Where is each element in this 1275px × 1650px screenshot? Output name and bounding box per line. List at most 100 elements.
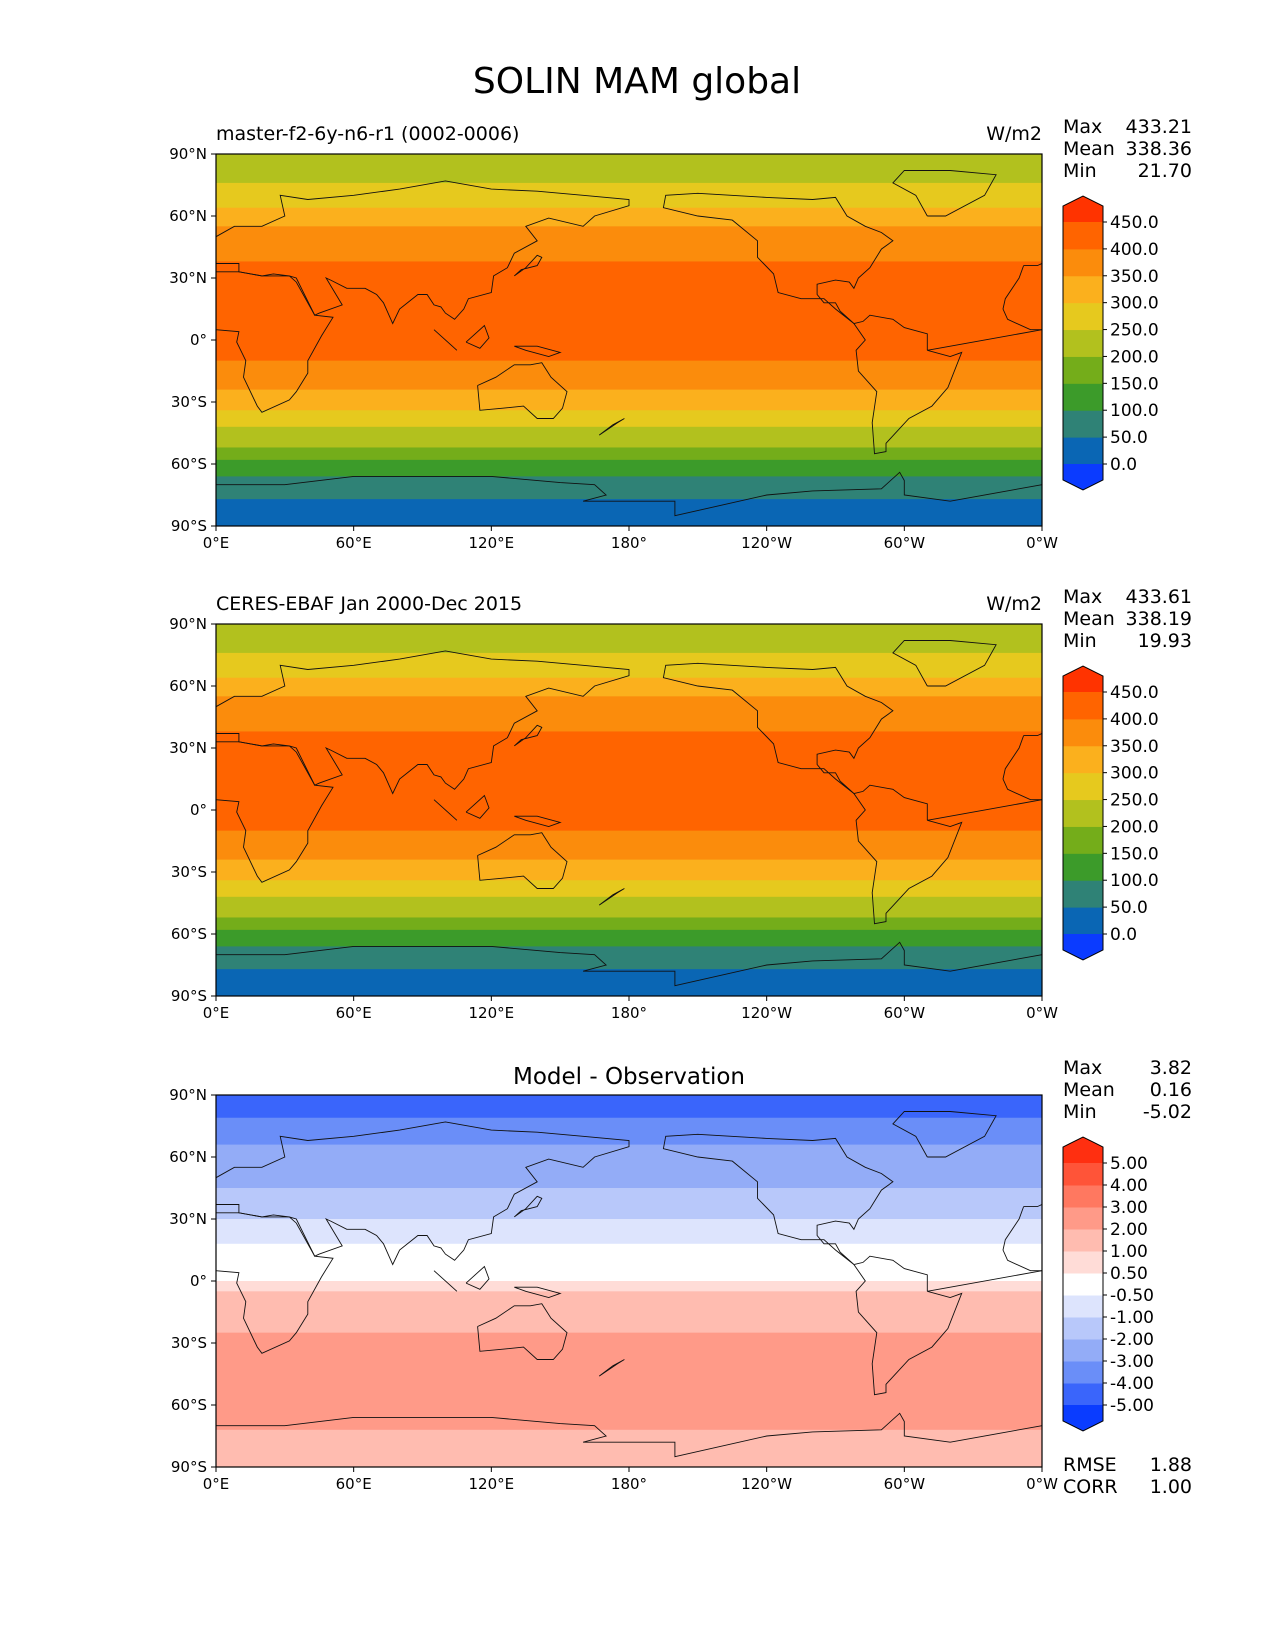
stat-value: 338.36 xyxy=(1126,138,1192,160)
coastline xyxy=(477,1303,568,1360)
lat-tick-label: 0° xyxy=(190,331,207,349)
colorbar-tick-label: 300.0 xyxy=(1110,764,1159,784)
field-band xyxy=(216,731,1042,832)
field-band xyxy=(216,1144,1042,1189)
lon-tick-label: 60°E xyxy=(336,534,372,552)
coastline xyxy=(216,1412,1043,1458)
field-band xyxy=(216,696,1042,732)
coastline xyxy=(1002,732,1043,801)
coastline xyxy=(598,888,625,906)
field-band xyxy=(216,207,1042,227)
colorbar-segment xyxy=(1063,437,1103,465)
colorbar-tick-label: 200.0 xyxy=(1110,347,1159,367)
colorbar-outline xyxy=(1062,1136,1104,1432)
panel-units: W/m2 xyxy=(986,123,1042,145)
colorbar-segment xyxy=(1063,1295,1103,1318)
coastline xyxy=(662,662,894,794)
colorbar-segment xyxy=(1063,1317,1103,1340)
stat-label: Max xyxy=(1063,586,1102,608)
coastline xyxy=(215,1212,334,1354)
colorbar-segment xyxy=(1063,302,1103,331)
lat-tick-label: 0° xyxy=(190,801,207,819)
figure-title: SOLIN MAM global xyxy=(473,61,801,102)
colorbar: 5.004.003.002.001.000.50-0.50-1.00-2.00-… xyxy=(1062,1136,1154,1432)
coastline xyxy=(215,271,334,413)
coastline xyxy=(215,741,334,883)
field-band xyxy=(216,360,1042,391)
colorbar-tick-label: 250.0 xyxy=(1110,321,1159,341)
stat-label: RMSE xyxy=(1063,1454,1117,1476)
coastline xyxy=(513,1195,543,1218)
field-band xyxy=(216,1095,1042,1119)
colorbar-tick-label: 300.0 xyxy=(1110,294,1159,314)
colorbar-tick-label: 350.0 xyxy=(1110,737,1159,757)
colorbar-tick-label: 50.0 xyxy=(1110,898,1148,918)
coastlines xyxy=(215,640,1043,987)
panel-title: CERES-EBAF Jan 2000-Dec 2015 xyxy=(216,593,522,615)
colorbar-segment xyxy=(1063,275,1103,304)
field-band xyxy=(216,1219,1042,1245)
colorbar-tick-label: 250.0 xyxy=(1110,791,1159,811)
colorbar-segment xyxy=(1063,880,1103,908)
lon-tick-label: 0°E xyxy=(203,1004,230,1022)
colorbar-segment xyxy=(1063,907,1103,935)
lon-tick-label: 60°W xyxy=(884,1004,926,1022)
panel-title: master-f2-6y-n6-r1 (0002-0006) xyxy=(216,123,519,145)
colorbar-segment xyxy=(1063,1207,1103,1230)
colorbar-outline xyxy=(1062,195,1104,491)
lon-tick-label: 180° xyxy=(611,1475,647,1493)
lon-tick-label: 120°E xyxy=(469,1475,515,1493)
colorbar-tick-label: 0.50 xyxy=(1110,1264,1148,1284)
coastline xyxy=(892,1111,997,1158)
field-band xyxy=(216,1429,1042,1468)
field-band xyxy=(216,917,1042,931)
field-band xyxy=(216,389,1042,411)
lon-tick-label: 0°E xyxy=(203,534,230,552)
coastline xyxy=(513,254,543,277)
coastline xyxy=(465,794,490,819)
colorbar-extend-min xyxy=(1063,1405,1103,1431)
colorbar-tick-label: 450.0 xyxy=(1110,213,1159,233)
coastline xyxy=(514,1286,562,1298)
colorbar-segment xyxy=(1063,718,1103,747)
colorbar-tick-label: 4.00 xyxy=(1110,1176,1148,1196)
stat-label: CORR xyxy=(1063,1476,1118,1498)
lon-tick-label: 60°W xyxy=(884,534,926,552)
lat-tick-label: 60°S xyxy=(171,455,207,473)
colorbar-segment xyxy=(1063,248,1103,277)
coastline xyxy=(892,640,997,687)
field-bands xyxy=(216,1095,1042,1468)
field-band xyxy=(216,859,1042,881)
stat-label: Min xyxy=(1063,1101,1097,1123)
coastline xyxy=(216,471,1043,517)
lat-tick-label: 90°S xyxy=(171,1458,207,1476)
lat-tick-label: 60°N xyxy=(169,1148,207,1166)
coastline xyxy=(1002,1203,1043,1272)
coastline xyxy=(514,815,562,827)
colorbar: 450.0 400.0 350.0 300.0 250.0 200.0 150.0 100.0… xyxy=(1062,665,1159,961)
stat-label: Mean xyxy=(1063,608,1115,630)
map-panel: 90°N 60°N 30°N 0° 30°S 60°S 90°S0°E 60°E 120°E 18… xyxy=(169,586,1192,1022)
colorbar-segment xyxy=(1063,1229,1103,1252)
coastlines xyxy=(215,170,1043,517)
colorbar-tick-label: 450.0 xyxy=(1110,683,1159,703)
lon-tick-label: 180° xyxy=(611,1004,647,1022)
lat-tick-label: 90°N xyxy=(169,145,207,163)
lat-tick-label: 60°N xyxy=(169,677,207,695)
lat-tick-label: 30°S xyxy=(171,1334,207,1352)
field-band xyxy=(216,410,1042,428)
lat-tick-label: 30°S xyxy=(171,393,207,411)
colorbar-segment xyxy=(1063,1273,1103,1296)
lon-tick-label: 0°W xyxy=(1026,1004,1058,1022)
lon-tick-label: 60°W xyxy=(884,1475,926,1493)
stat-label: Min xyxy=(1063,630,1097,652)
colorbar-tick-label: 3.00 xyxy=(1110,1198,1148,1218)
colorbar-segment xyxy=(1063,772,1103,801)
colorbar-extend-max xyxy=(1063,196,1103,222)
lon-tick-label: 120°E xyxy=(469,534,515,552)
field-band xyxy=(216,830,1042,861)
stat-label: Max xyxy=(1063,1057,1102,1079)
field-band xyxy=(216,1243,1042,1282)
colorbar-extend-min xyxy=(1063,464,1103,490)
